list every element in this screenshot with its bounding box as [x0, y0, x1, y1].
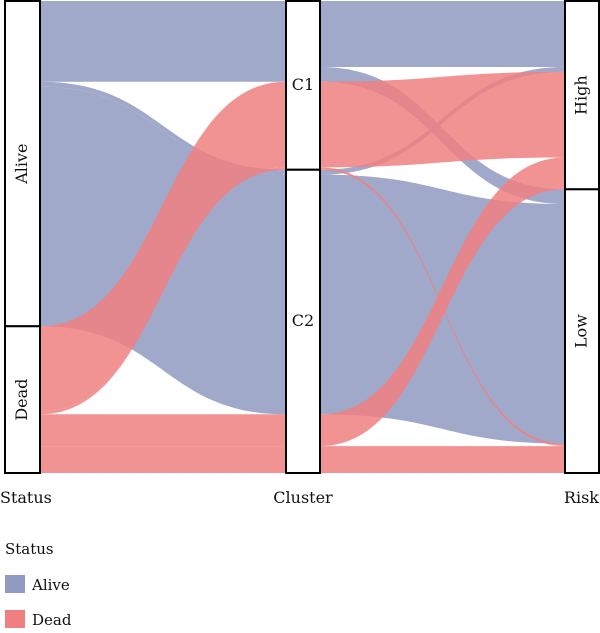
legend-title: Status	[5, 540, 54, 558]
node-label-risk-high: High	[572, 75, 591, 115]
axis-label-risk: Risk	[564, 488, 599, 507]
node-cluster-c1	[285, 0, 321, 171]
node-label-cluster-c2: C2	[292, 311, 314, 330]
flow-dead-c1-high	[5, 71, 599, 412]
node-risk-high	[564, 0, 600, 191]
node-status-dead	[4, 325, 41, 474]
legend-swatch-alive	[5, 575, 25, 593]
axis-label-status: Status	[0, 488, 52, 507]
axis-label-cluster: Cluster	[273, 488, 333, 507]
legend-label-dead: Dead	[32, 611, 72, 629]
axis-labels: Status Cluster Risk	[0, 488, 599, 507]
nodes-layer: Alive Dead C1 C2 High Low	[4, 0, 600, 474]
node-label-risk-low: Low	[572, 314, 591, 348]
node-cluster-c2	[285, 168, 321, 474]
legend: Status Alive Dead	[5, 540, 72, 629]
legend-label-alive: Alive	[31, 576, 70, 594]
node-label-status-alive: Alive	[12, 143, 31, 184]
node-status-alive	[4, 0, 41, 328]
node-risk-low	[564, 188, 600, 474]
node-label-cluster-c1: C1	[292, 75, 314, 94]
node-label-status-dead: Dead	[12, 379, 31, 421]
legend-swatch-dead	[5, 610, 25, 628]
flow-dead-c2-high	[5, 157, 599, 447]
